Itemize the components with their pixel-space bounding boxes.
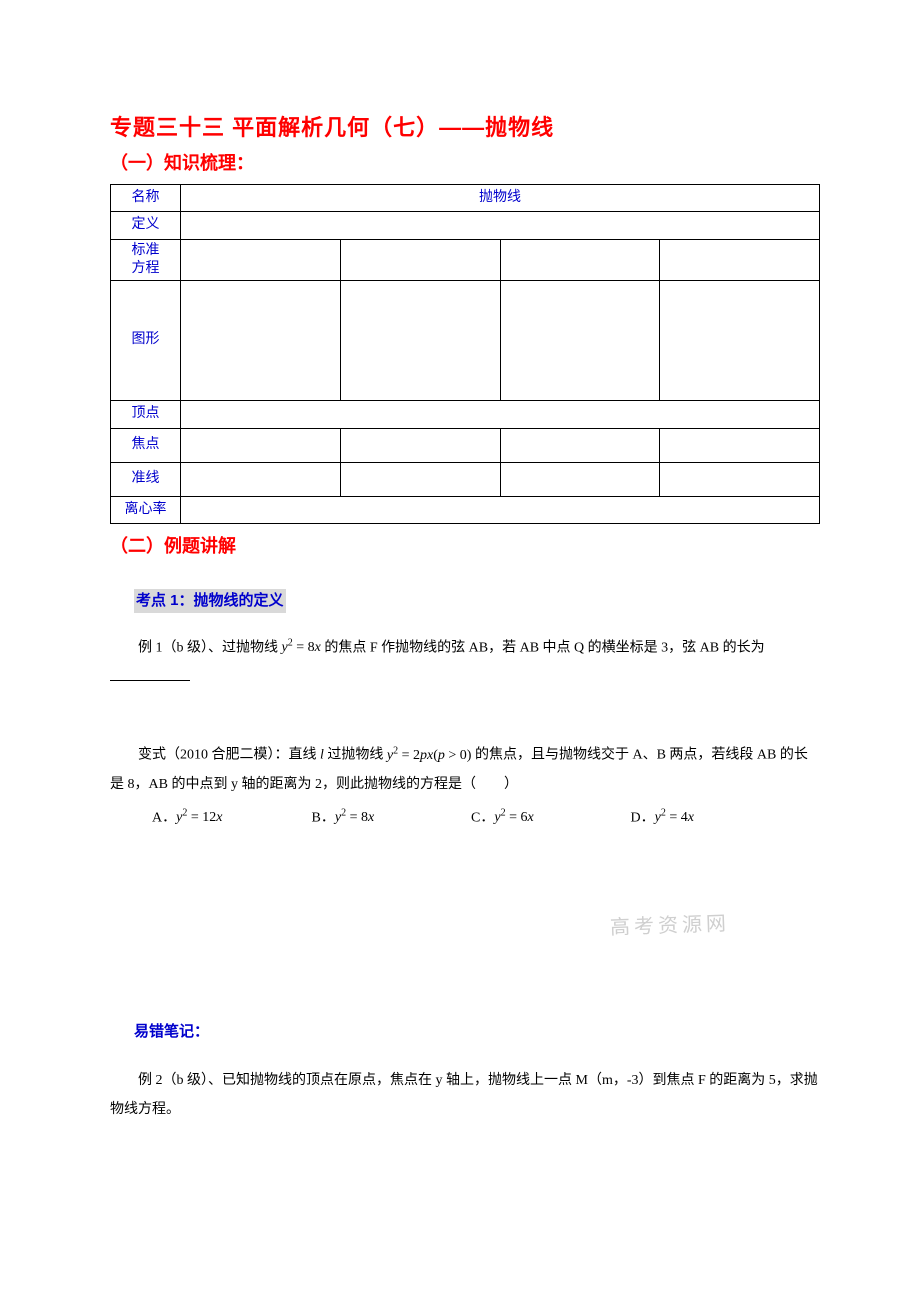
cell-dir-4 [660,462,820,496]
variant1-text: 变式（2010 合肥二模）：直线 l 过抛物线 y2 = 2px(p > 0) … [110,740,820,799]
row-label-vertex: 顶点 [111,401,181,428]
cell-focus-2 [340,428,500,462]
watermark: 高考资源网 [609,908,730,944]
cell-def [181,212,820,239]
notes-heading: 易错笔记： [134,1020,820,1044]
opt-d: D．y2 = 4x [631,806,787,830]
row-label-def: 定义 [111,212,181,239]
cell-eq-3 [500,239,660,280]
cell-focus-1 [181,428,341,462]
example1-text: 例 1（b 级）、过抛物线 y2 = 8x 的焦点 F 作抛物线的弦 AB，若 … [110,633,820,692]
cell-eq-1 [181,239,341,280]
cell-fig-3 [500,281,660,401]
variant1-options: A．y2 = 12x B．y2 = 8x C．y2 = 6x D．y2 = 4x [152,806,820,830]
col-header: 抛物线 [181,184,820,211]
cell-fig-2 [340,281,500,401]
page-title: 专题三十三 平面解析几何（七）——抛物线 [110,110,820,145]
section2-heading: （二）例题讲解 [110,532,820,561]
opt-a: A．y2 = 12x [152,806,308,830]
row-label-focus: 焦点 [111,428,181,462]
var1-eq: y2 = 2px(p > 0) [387,748,472,763]
cell-ecc [181,496,820,523]
cell-fig-1 [181,281,341,401]
cell-focus-3 [500,428,660,462]
var1-mid1: 过抛物线 [324,748,387,763]
row-label-ecc: 离心率 [111,496,181,523]
cell-fig-4 [660,281,820,401]
example2-text: 例 2（b 级）、已知抛物线的顶点在原点，焦点在 y 轴上，抛物线上一点 M（m… [110,1066,820,1125]
ex1-blank [110,667,190,681]
cell-focus-4 [660,428,820,462]
ex1-prefix: 例 1（b 级）、过抛物线 [138,640,282,655]
cell-dir-2 [340,462,500,496]
row-label-name: 名称 [111,184,181,211]
summary-table: 名称 抛物线 定义 标准方程 图形 顶点 焦点 准线 离心率 [110,184,820,524]
row-label-eq: 标准方程 [111,239,181,280]
cell-eq-4 [660,239,820,280]
row-label-fig: 图形 [111,281,181,401]
cell-vertex [181,401,820,428]
opt-b: B．y2 = 8x [312,806,468,830]
opt-c: C．y2 = 6x [471,806,627,830]
cell-dir-1 [181,462,341,496]
ex1-eq: y2 = 8x [282,640,321,655]
ex1-mid: 的焦点 F 作抛物线的弦 AB，若 AB 中点 Q 的横坐标是 3，弦 AB 的… [321,640,765,655]
cell-dir-3 [500,462,660,496]
var1-prefix: 变式（2010 合肥二模）：直线 [138,748,320,763]
row-label-directrix: 准线 [111,462,181,496]
cell-eq-2 [340,239,500,280]
section1-heading: （一）知识梳理： [110,149,820,178]
kd1-heading: 考点 1：抛物线的定义 [134,589,286,613]
